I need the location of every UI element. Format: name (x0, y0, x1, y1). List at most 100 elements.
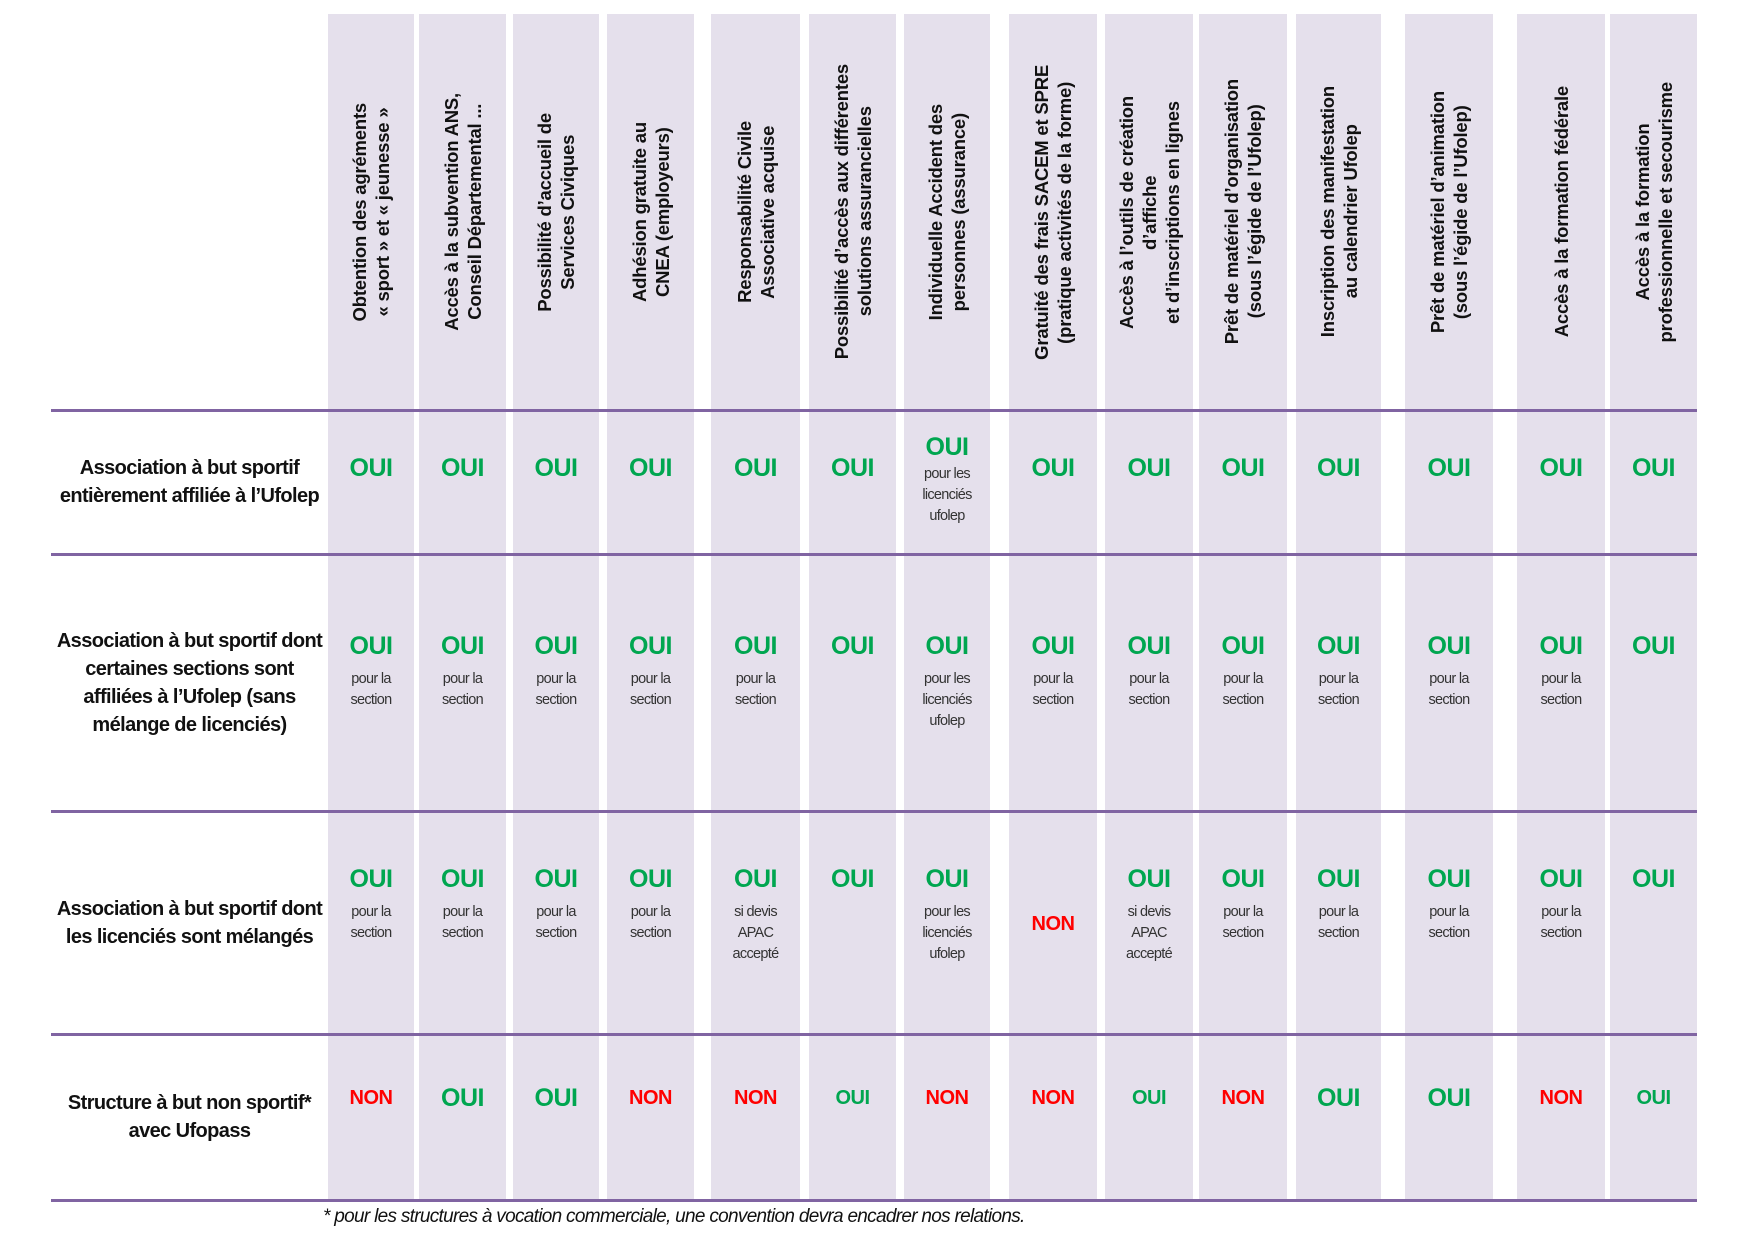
no-value: NON (1031, 1087, 1075, 1109)
table-cell: OUI pour la section (1296, 864, 1381, 944)
cell-note: pour les licenciés ufolep (922, 671, 972, 729)
yes-value: OUI (831, 632, 874, 660)
table-cell: OUI (419, 453, 506, 483)
column-background (1405, 14, 1493, 1200)
row-divider (51, 1033, 1697, 1036)
cell-note: si devis APAC accepté (1126, 904, 1173, 962)
cell-note: si devis APAC accepté (732, 904, 780, 962)
yes-value: OUI (925, 433, 969, 461)
table-cell: OUI (1610, 864, 1697, 894)
column-header-label: Gratuité des frais SACEM et SPRE (pratiq… (1031, 64, 1075, 360)
yes-value: OUI (734, 454, 777, 482)
yes-value: OUI (441, 632, 484, 660)
table-cell: OUI pour la section (1517, 864, 1605, 944)
table-cell: OUI pour la section (711, 631, 800, 711)
column-header-label: Possibilité d’accueil de Services Civiqu… (534, 112, 578, 312)
table-cell: OUI (328, 453, 414, 483)
table-cell: OUI pour la section (1405, 864, 1493, 944)
column-header: Possibilité d’accès aux différentes solu… (809, 14, 896, 410)
yes-value: OUI (1317, 865, 1360, 893)
cell-note: pour la section (734, 671, 777, 708)
cell-note: pour la section (1222, 671, 1264, 708)
yes-value: OUI (1632, 632, 1675, 660)
column-header-label: Accès à la formation fédérale (1550, 86, 1572, 338)
column-header: Accès à la formation professionnelle et … (1610, 14, 1697, 410)
table-cell: OUI pour les licenciés ufolep (904, 631, 990, 732)
yes-value: OUI (1317, 454, 1360, 482)
yes-value: OUI (1317, 1084, 1360, 1112)
no-value: NON (1031, 913, 1075, 935)
table-cell: OUI pour la section (607, 631, 694, 711)
no-value: NON (734, 1087, 777, 1109)
cell-note: pour la section (629, 671, 672, 708)
table-cell: OUI (809, 1083, 896, 1113)
table-cell: OUI pour la section (1009, 631, 1097, 711)
table-cell: OUI (1405, 1083, 1493, 1113)
column-header: Accès à la subvention ANS, Conseil Dépar… (419, 14, 506, 410)
yes-value: OUI (349, 865, 393, 893)
table-cell: OUI (1610, 1083, 1697, 1113)
cell-note: pour la section (1428, 904, 1470, 941)
column-header-label: Prêt de matériel d’animation (sous l’égi… (1427, 90, 1471, 334)
table-cell: OUI (1105, 453, 1193, 483)
table-cell: NON (904, 1083, 990, 1113)
cell-note: pour la section (1317, 904, 1360, 941)
table-cell: OUI pour la section (513, 864, 599, 944)
column-header: Possibilité d’accueil de Services Civiqu… (513, 14, 599, 410)
column-header-label: Responsabilité Civile Associative acquis… (733, 121, 778, 303)
table-cell: OUI (1296, 453, 1381, 483)
table-cell: OUI pour la section (328, 864, 414, 944)
column-background (607, 14, 694, 1200)
column-header: Gratuité des frais SACEM et SPRE (pratiq… (1009, 14, 1097, 410)
column-background (1517, 14, 1605, 1200)
column-background (711, 14, 800, 1200)
footnote: * pour les structures à vocation commerc… (323, 1206, 1025, 1227)
table-cell: OUI (1009, 453, 1097, 483)
yes-value: OUI (734, 632, 777, 660)
table-cell: NON (1009, 1083, 1097, 1113)
yes-value: OUI (1031, 632, 1075, 660)
table-cell: OUI (1517, 453, 1605, 483)
yes-value: OUI (441, 865, 484, 893)
yes-value: OUI (1427, 632, 1471, 660)
table-cell: OUI (1296, 1083, 1381, 1113)
column-background (513, 14, 599, 1200)
cell-note: pour la section (350, 904, 392, 941)
yes-value: OUI (534, 1084, 578, 1112)
yes-value: OUI (1221, 454, 1265, 482)
table-cell: NON (1009, 909, 1097, 939)
table-cell: OUI pour la section (419, 864, 506, 944)
cell-note: pour les licenciés ufolep (922, 466, 972, 524)
no-value: NON (629, 1087, 672, 1109)
column-header-label: Accès à l’outils de création d’affiche e… (1115, 95, 1183, 329)
cell-note: pour la section (441, 904, 484, 941)
table-cell: OUI (1610, 453, 1697, 483)
cell-note: pour la section (535, 671, 577, 708)
yes-value: OUI (441, 454, 484, 482)
yes-value: OUI (629, 454, 672, 482)
yes-value: OUI (1539, 454, 1583, 482)
yes-value: OUI (1632, 454, 1675, 482)
table-cell: OUI (1405, 453, 1493, 483)
cell-note: pour la section (441, 671, 484, 708)
row-divider (51, 553, 1697, 556)
table-cell: OUI (809, 631, 896, 661)
column-background (419, 14, 506, 1200)
column-header-label: Individuelle Accident des personnes (ass… (925, 103, 969, 321)
column-header-label: Accès à la formation professionnelle et … (1631, 81, 1676, 343)
yes-value: OUI (831, 865, 874, 893)
column-background (904, 14, 990, 1200)
column-header: Obtention des agréments « sport » et « j… (328, 14, 414, 410)
table-cell: OUI pour la section (607, 864, 694, 944)
row-label: Structure à but non sportif* avec Ufopas… (67, 1092, 312, 1142)
yes-value: OUI (831, 454, 874, 482)
column-header-label: Possibilité d’accès aux différentes solu… (830, 64, 875, 360)
yes-value: OUI (1539, 865, 1583, 893)
column-header-label: Adhésion gratuite au CNEA (employeurs) (628, 122, 673, 302)
column-header: Accès à l’outils de création d’affiche e… (1105, 14, 1193, 410)
table-cell: OUI (809, 864, 896, 894)
column-background (1296, 14, 1381, 1200)
table-cell: OUI (419, 1083, 506, 1113)
table-cell: OUI pour la section (419, 631, 506, 711)
column-header: Adhésion gratuite au CNEA (employeurs) (607, 14, 694, 410)
